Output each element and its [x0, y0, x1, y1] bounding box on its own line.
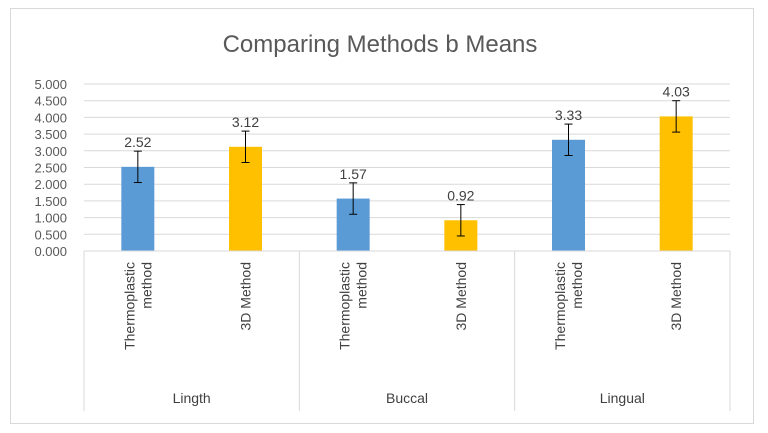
y-tick-label: 4.000	[34, 110, 67, 125]
category-label: method	[569, 262, 585, 309]
y-tick-label: 3.500	[34, 127, 67, 142]
y-tick-label: 0.500	[34, 227, 67, 242]
category-label: 3D Method	[668, 262, 684, 330]
data-label: 3.33	[555, 107, 582, 123]
y-tick-label: 0.000	[34, 244, 67, 259]
data-labels: 2.52 3.12 1.57 0.92 3.33 4.03	[124, 84, 690, 204]
group-label: Lingth	[173, 390, 211, 406]
gridlines	[84, 83, 730, 252]
category-axis: Thermoplastic method 3D Method Thermoplasti…	[83, 250, 731, 411]
data-label: 3.12	[232, 114, 259, 130]
group-label: Lingual	[600, 390, 645, 406]
y-tick-label: 2.000	[34, 177, 67, 192]
y-tick-label: 5.000	[34, 77, 67, 92]
category-label: Thermoplastic	[121, 262, 137, 350]
error-bars	[133, 100, 681, 237]
group-label: Buccal	[386, 390, 428, 406]
category-label: 3D Method	[453, 262, 469, 330]
data-label: 2.52	[124, 134, 151, 150]
y-tick-label: 1.000	[34, 211, 67, 226]
bar	[659, 116, 693, 251]
category-label: Thermoplastic	[552, 262, 568, 350]
bar	[552, 139, 585, 251]
bar	[229, 146, 262, 251]
category-label: method	[354, 262, 370, 309]
data-label: 4.03	[663, 84, 690, 100]
category-label: Thermoplastic	[337, 262, 353, 350]
category-label: method	[138, 262, 154, 309]
data-label: 0.92	[447, 188, 474, 204]
bars	[121, 116, 693, 251]
chart-title: Comparing Methods b Means	[223, 31, 538, 58]
data-label: 1.57	[340, 166, 367, 182]
y-tick-label: 1.500	[34, 194, 67, 209]
y-tick-label: 2.500	[34, 161, 67, 176]
y-tick-label: 4.500	[34, 94, 67, 109]
y-tick-label: 3.000	[34, 144, 67, 159]
category-label: 3D Method	[238, 262, 254, 330]
